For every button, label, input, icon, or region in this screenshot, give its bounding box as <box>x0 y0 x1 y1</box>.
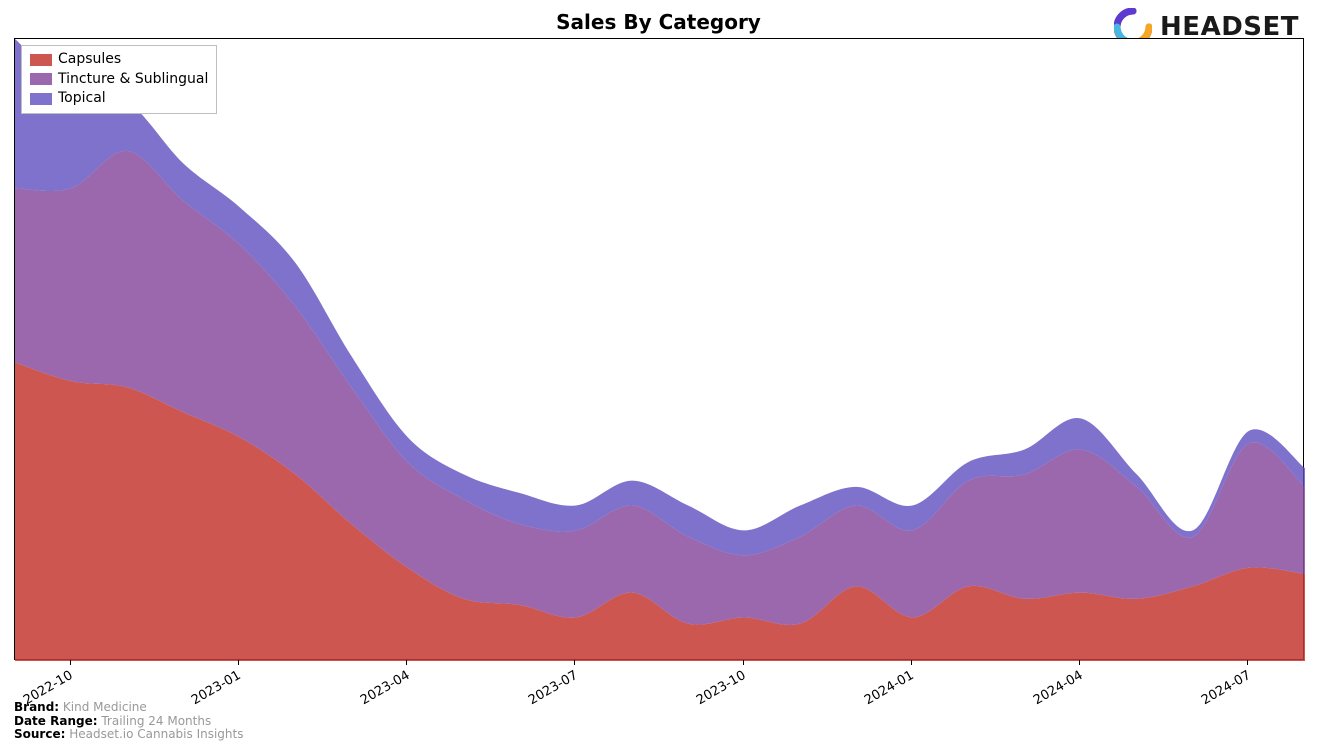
legend-swatch <box>30 73 52 85</box>
legend-label: Tincture & Sublingual <box>58 70 208 90</box>
xtick-label: 2023-04 <box>358 668 413 708</box>
xtick-label: 2023-07 <box>526 668 581 708</box>
legend-label: Capsules <box>58 50 121 70</box>
stacked-area-chart <box>15 39 1305 661</box>
legend: CapsulesTincture & SublingualTopical <box>21 45 217 114</box>
legend-item: Tincture & Sublingual <box>30 70 208 90</box>
xtick-label: 2024-07 <box>1199 668 1254 708</box>
plot-area: CapsulesTincture & SublingualTopical <box>14 38 1304 660</box>
legend-swatch <box>30 93 52 105</box>
legend-item: Capsules <box>30 50 208 70</box>
xtick-label: 2024-01 <box>862 668 917 708</box>
chart-container: Sales By Category HEADSET CapsulesTinctu… <box>0 0 1317 747</box>
legend-swatch <box>30 54 52 66</box>
legend-item: Topical <box>30 89 208 109</box>
legend-label: Topical <box>58 89 106 109</box>
xtick-label: 2024-04 <box>1031 668 1086 708</box>
xtick-label: 2023-10 <box>694 668 749 708</box>
footer-source: Source: Headset.io Cannabis Insights <box>14 728 243 741</box>
chart-footer: Brand: Kind Medicine Date Range: Trailin… <box>14 701 243 741</box>
